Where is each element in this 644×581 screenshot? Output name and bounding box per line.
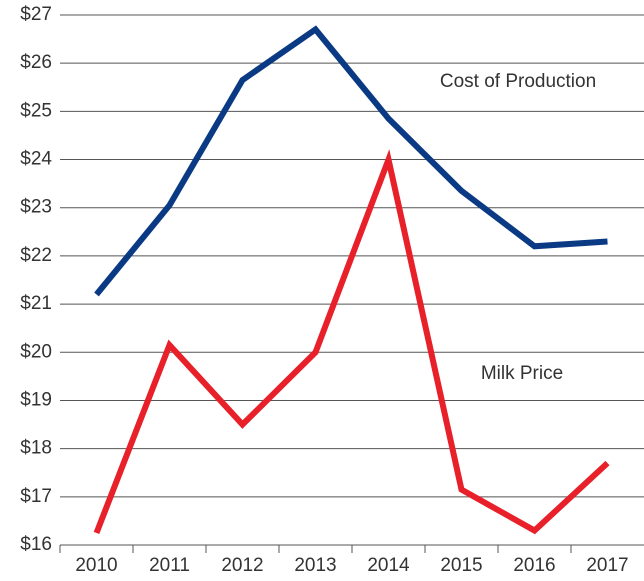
x-tick-label: 2011 bbox=[149, 555, 190, 576]
x-tick-label: 2015 bbox=[440, 555, 482, 576]
series-label: Milk Price bbox=[481, 363, 563, 384]
y-tick-label: $25 bbox=[20, 100, 52, 121]
y-tick-label: $27 bbox=[20, 4, 52, 25]
x-tick-label: 2013 bbox=[294, 555, 336, 576]
series-line bbox=[93, 149, 610, 535]
y-tick-label: $16 bbox=[20, 534, 52, 555]
y-tick-label: $18 bbox=[20, 438, 52, 459]
y-tick-label: $22 bbox=[20, 245, 52, 266]
y-tick-label: $26 bbox=[20, 52, 52, 73]
x-tick-label: 2016 bbox=[513, 555, 555, 576]
series-line bbox=[94, 25, 608, 297]
y-tick-label: $24 bbox=[20, 149, 52, 170]
y-tick-label: $17 bbox=[20, 486, 52, 507]
y-tick-label: $19 bbox=[20, 389, 52, 410]
x-tick-label: 2012 bbox=[221, 555, 263, 576]
x-tick-label: 2010 bbox=[75, 555, 117, 576]
x-tick-label: 2017 bbox=[586, 555, 628, 576]
y-tick-label: $23 bbox=[20, 197, 52, 218]
y-tick-label: $20 bbox=[20, 341, 52, 362]
y-tick-label: $21 bbox=[20, 293, 52, 314]
series-label: Cost of Production bbox=[440, 71, 596, 92]
x-tick-label: 2014 bbox=[367, 555, 410, 576]
